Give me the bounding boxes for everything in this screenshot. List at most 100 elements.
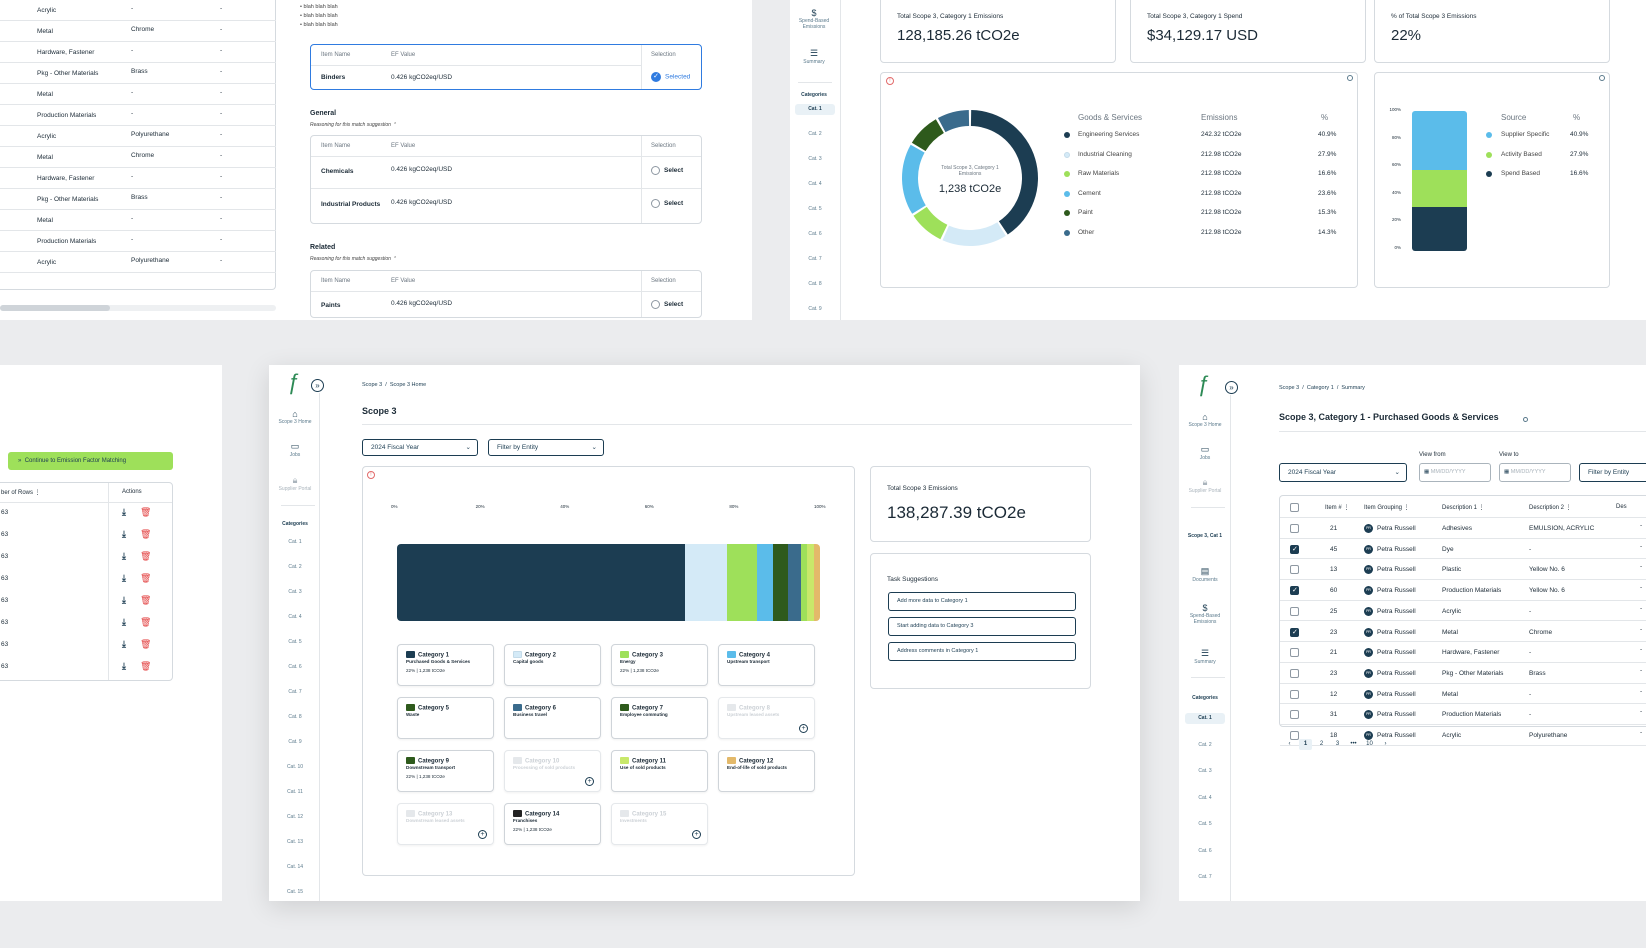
download-icon[interactable]: ⤓: [122, 551, 126, 561]
sidebar-cat-8[interactable]: Cat. 8: [288, 714, 302, 720]
category-card-2[interactable]: Category 2 Capital goods: [504, 644, 601, 686]
sidebar-cat-5[interactable]: Cat. 5: [808, 206, 822, 212]
select-radio[interactable]: Select: [651, 300, 683, 309]
download-icon[interactable]: ⤓: [122, 507, 126, 517]
col-item-number[interactable]: Item # ⋮: [1325, 505, 1350, 511]
stack-segment-1[interactable]: [1412, 111, 1467, 170]
trash-icon[interactable]: 🗑︎: [140, 551, 152, 561]
sidebar-cat-6[interactable]: Cat. 6: [808, 231, 822, 237]
sidebar-cat-9[interactable]: Cat. 9: [288, 739, 302, 745]
breadcrumb-scope3-home[interactable]: Scope 3 Home: [389, 382, 427, 388]
category-card-9[interactable]: Category 9 Downstream transport 22% | 1,23…: [397, 750, 494, 792]
row-checkbox[interactable]: [1290, 731, 1299, 740]
trash-icon[interactable]: 🗑︎: [140, 529, 152, 539]
donut-slice-1[interactable]: [970, 110, 1038, 235]
table-row[interactable]: 12 PR Petra Russell Metal - -: [1280, 684, 1646, 705]
table-row[interactable]: Production Materials - -: [0, 231, 276, 252]
row-checkbox[interactable]: [1290, 648, 1299, 658]
add-icon[interactable]: +: [799, 724, 808, 733]
category-card-15[interactable]: Category 15 Investments +: [611, 803, 708, 845]
bar-segment-8[interactable]: [807, 544, 814, 621]
donut-slice-4[interactable]: [902, 144, 926, 214]
app-logo[interactable]: ƒ: [1197, 371, 1210, 396]
entity-filter-dropdown[interactable]: Filter by Entity: [1579, 463, 1646, 482]
sidebar-cat-4[interactable]: Cat. 4: [1198, 794, 1212, 801]
table-row[interactable]: 18 PR Petra Russell Acrylic Polyurethane -: [1280, 725, 1646, 746]
donut-slice-5[interactable]: [911, 119, 944, 152]
continue-ef-matching-button[interactable]: » Continue to Emission Factor Matching: [8, 452, 173, 470]
sidebar-cat-8[interactable]: Cat. 8: [808, 281, 822, 287]
table-row[interactable]: Acrylic Polyurethane -: [0, 126, 276, 147]
col-description-1[interactable]: Description 1 ⋮: [1442, 505, 1485, 511]
category-card-14[interactable]: Category 14 Franchises 22% | 1,238 tCO2e: [504, 803, 601, 845]
bar-segment-4[interactable]: [756, 544, 774, 621]
bar-segment-6[interactable]: [788, 544, 801, 621]
table-row[interactable]: 21 PR Petra Russell Hardware, Fastener - -: [1280, 642, 1646, 663]
table-row[interactable]: 23 PR Petra Russell Metal Chrome -: [1280, 622, 1646, 643]
table-row[interactable]: 21 PR Petra Russell Adhesives EMULSION, ACRY…: [1280, 518, 1646, 539]
row-checkbox[interactable]: [1290, 689, 1299, 699]
sidebar-cat-1[interactable]: Cat. 1: [795, 104, 835, 115]
donut-slice-3[interactable]: [913, 206, 948, 240]
category-card-7[interactable]: Category 7 Employee commuting: [611, 697, 708, 739]
sidebar-summary[interactable]: ☰ Summary: [1185, 648, 1225, 665]
sidebar-cat-1[interactable]: Cat. 1: [1185, 713, 1225, 724]
row-checkbox[interactable]: [1290, 627, 1299, 637]
sidebar-cat-5[interactable]: Cat. 5: [288, 639, 302, 645]
breadcrumb-scope3[interactable]: Scope 3: [1279, 385, 1300, 391]
horizontal-scrollbar[interactable]: [0, 305, 276, 311]
task-start-cat3[interactable]: Start adding data to Category 3: [888, 617, 1076, 636]
sidebar-cat-1[interactable]: Cat. 1: [288, 539, 302, 545]
sidebar-cat-2[interactable]: Cat. 2: [1198, 741, 1212, 748]
donut-slice-6[interactable]: [937, 110, 970, 133]
category-card-4[interactable]: Category 4 Upstream transport: [718, 644, 815, 686]
page-4[interactable]: •••: [1350, 741, 1357, 747]
general-reasoning-toggle[interactable]: Reasoning for this match suggestion ⌃: [310, 122, 397, 128]
table-row[interactable]: Metal - -: [0, 84, 276, 105]
collapse-sidebar-icon[interactable]: »: [1225, 381, 1238, 394]
row-overflow[interactable]: -: [1640, 584, 1643, 592]
sidebar-scope3-home[interactable]: ⌂ Scope 3 Home: [275, 409, 315, 425]
bar-segment-2[interactable]: [684, 544, 727, 621]
sidebar-cat-6[interactable]: Cat. 6: [288, 664, 302, 670]
table-row[interactable]: Hardware, Fastener - -: [0, 42, 276, 63]
table-row[interactable]: 25 PR Petra Russell Acrylic - -: [1280, 601, 1646, 622]
page-5[interactable]: 10: [1366, 741, 1373, 747]
row-overflow[interactable]: -: [1640, 708, 1643, 716]
download-icon[interactable]: ⤓: [122, 595, 126, 605]
row-overflow[interactable]: -: [1640, 687, 1643, 695]
table-row[interactable]: Pkg - Other Materials Brass -: [0, 189, 276, 210]
trash-icon[interactable]: 🗑︎: [140, 595, 152, 605]
selected-toggle[interactable]: ✓ Selected: [651, 72, 690, 82]
bar-segment-7[interactable]: [800, 544, 808, 621]
table-row[interactable]: 13 PR Petra Russell Plastic Yellow No. 6 -: [1280, 559, 1646, 581]
trash-icon[interactable]: 🗑︎: [140, 661, 152, 671]
sidebar-cat-9[interactable]: Cat. 9: [808, 306, 822, 312]
select-radio[interactable]: Select: [651, 199, 683, 208]
bar-segment-5[interactable]: [773, 544, 789, 621]
row-overflow[interactable]: -: [1640, 522, 1643, 529]
category-card-11[interactable]: Category 11 Use of sold products: [611, 750, 708, 792]
page-6[interactable]: ›: [1384, 741, 1387, 747]
table-row[interactable]: 60 PR Petra Russell Production Materials Yel…: [1280, 580, 1646, 601]
trash-icon[interactable]: 🗑︎: [140, 639, 152, 649]
info-icon[interactable]: [1523, 417, 1528, 422]
sidebar-cat-13[interactable]: Cat. 13: [286, 839, 304, 845]
task-address-comments[interactable]: Address comments in Category 1: [888, 642, 1076, 661]
row-overflow[interactable]: -: [1640, 625, 1643, 633]
category-card-12[interactable]: Category 12 End-of-life of sold products: [718, 750, 815, 792]
bar-segment-3[interactable]: [726, 544, 757, 621]
sidebar-documents[interactable]: ▤ Documents: [1185, 566, 1225, 583]
download-icon[interactable]: ⤓: [122, 639, 126, 649]
sidebar-cat-6[interactable]: Cat. 6: [1198, 847, 1212, 854]
sidebar-supplier-portal[interactable]: 🔒︎ Supplier Portal: [275, 475, 315, 492]
table-row[interactable]: Production Materials - -: [0, 105, 276, 126]
sidebar-spend-based[interactable]: $ Spend-Based Emissions: [794, 8, 834, 30]
sidebar-active-scope3-cat1[interactable]: Scope 3, Cat 1: [1187, 533, 1223, 539]
breadcrumb-category1[interactable]: Category 1: [1306, 385, 1334, 391]
category-card-6[interactable]: Category 6 Business travel: [504, 697, 601, 739]
row-checkbox[interactable]: [1290, 586, 1299, 596]
sidebar-cat-10[interactable]: Cat. 10: [286, 764, 304, 770]
row-checkbox[interactable]: [1290, 524, 1299, 533]
row-checkbox[interactable]: [1290, 710, 1299, 720]
